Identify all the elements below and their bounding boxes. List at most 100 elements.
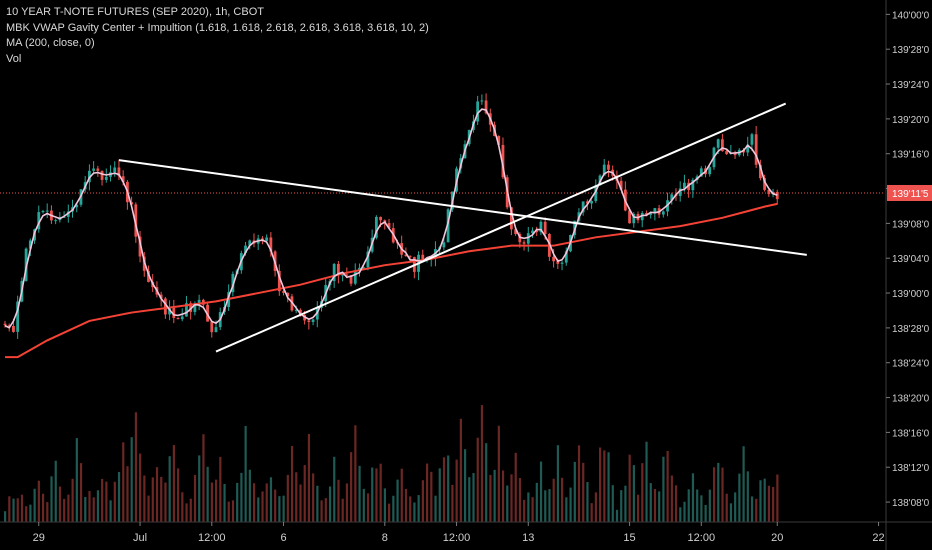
candle-body	[104, 176, 108, 180]
candle-body	[535, 230, 539, 233]
y-tick-label: 139'04'0	[892, 254, 930, 265]
candle-body	[345, 274, 349, 276]
volume-bar	[725, 493, 728, 522]
volume-bar	[88, 491, 91, 522]
volume-bar	[337, 479, 340, 522]
candle-body	[763, 178, 766, 190]
candle-body	[758, 164, 762, 179]
volume-bars	[4, 405, 779, 522]
volume-bar	[252, 483, 256, 522]
volume-bar	[674, 485, 678, 522]
candle-body	[531, 230, 534, 234]
volume-bar	[632, 465, 635, 522]
candle-body	[286, 292, 290, 297]
volume-bar	[472, 473, 475, 522]
volume-bar	[139, 453, 142, 522]
volume-bar	[772, 487, 775, 522]
candle-body	[640, 213, 644, 221]
x-tick-label: 29	[33, 532, 45, 544]
x-tick-label: 22	[872, 532, 884, 544]
volume-bar	[96, 490, 100, 522]
volume-bar	[539, 461, 543, 522]
volume-bar	[603, 450, 606, 522]
volume-bar	[620, 490, 623, 522]
volume-bar	[25, 506, 28, 522]
volume-bar	[582, 462, 585, 522]
candle-body	[408, 256, 412, 258]
candle-body	[147, 270, 150, 282]
volume-bar	[181, 492, 184, 522]
volume-bar	[350, 452, 353, 522]
volume-bar	[160, 476, 163, 522]
volume-bar	[122, 442, 125, 522]
volume-bar	[113, 481, 116, 522]
candle-body	[332, 263, 336, 282]
candle-body	[121, 176, 125, 182]
volume-bar	[328, 486, 332, 522]
volume-bar	[278, 496, 281, 522]
volume-bar	[561, 477, 564, 522]
candle-body	[349, 275, 353, 284]
candle-body	[244, 245, 247, 254]
volume-bar	[134, 412, 138, 522]
volume-bar	[573, 461, 576, 522]
volume-bar	[721, 467, 724, 522]
volume-bar	[527, 492, 530, 522]
volume-bar	[41, 493, 45, 522]
y-tick-label: 139'16'0	[892, 150, 930, 161]
volume-bar	[92, 497, 95, 522]
volume-bar	[333, 456, 336, 522]
volume-bar	[535, 482, 538, 522]
candle-body	[585, 201, 589, 204]
volume-bar	[29, 504, 32, 522]
volume-bar	[274, 489, 277, 522]
candle-body	[130, 202, 133, 205]
candle-body	[374, 216, 378, 238]
volume-bar	[383, 488, 386, 522]
volume-bar	[717, 462, 720, 522]
volume-bar	[750, 496, 754, 522]
volume-bar	[438, 468, 441, 522]
candle-body	[41, 211, 45, 213]
volume-bar	[198, 455, 201, 522]
volume-bar	[227, 501, 230, 522]
x-tick-label: 12:00	[688, 532, 716, 544]
volume-bar	[611, 485, 614, 522]
candle-body	[501, 144, 505, 178]
volume-bar	[679, 507, 682, 522]
candle-body	[189, 303, 193, 312]
candle-body	[404, 254, 408, 257]
candle-body	[294, 309, 298, 311]
volume-bar	[206, 466, 209, 522]
candle-body	[96, 168, 100, 171]
candle-body	[645, 213, 648, 215]
volume-bar	[468, 477, 471, 522]
volume-bar	[320, 500, 323, 522]
volume-bar	[586, 482, 589, 522]
legend-title: 10 YEAR T-NOTE FUTURES (SEP 2020), 1h, C…	[6, 6, 264, 18]
y-tick-label: 139'20'0	[892, 115, 930, 126]
candles	[3, 93, 779, 339]
candle-body	[514, 229, 518, 235]
candle-body	[442, 242, 446, 248]
volume-bar	[219, 456, 222, 522]
volume-bar	[434, 495, 437, 522]
volume-bar	[767, 485, 771, 522]
candle-body	[282, 291, 285, 293]
volume-bar	[345, 483, 349, 522]
volume-bar	[244, 425, 247, 522]
y-tick-label: 140'00'0	[892, 10, 930, 21]
volume-bar	[691, 473, 695, 522]
volume-bar	[683, 501, 686, 522]
volume-bar	[265, 483, 268, 522]
candle-body	[172, 307, 176, 318]
volume-bar	[489, 474, 492, 522]
candle-body	[775, 191, 779, 200]
candle-body	[366, 251, 370, 268]
volume-bar	[506, 485, 509, 522]
volume-bar	[615, 509, 619, 522]
volume-bar	[210, 482, 213, 522]
candle-body	[632, 213, 636, 224]
